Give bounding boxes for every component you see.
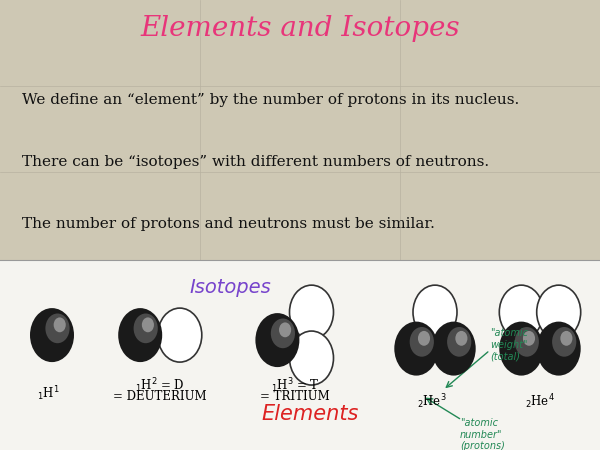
Ellipse shape	[290, 285, 334, 339]
Ellipse shape	[53, 317, 66, 332]
Ellipse shape	[271, 319, 295, 348]
Text: $_2$He$^4$: $_2$He$^4$	[525, 392, 555, 411]
Text: $_1$H$^3$ = T: $_1$H$^3$ = T	[271, 376, 319, 395]
Ellipse shape	[418, 331, 430, 346]
Text: "atomic
weight"
(total): "atomic weight" (total)	[490, 328, 528, 362]
Ellipse shape	[455, 331, 467, 346]
Ellipse shape	[499, 285, 544, 339]
Text: = DEUTERIUM: = DEUTERIUM	[113, 390, 207, 403]
Text: Elements and Isotopes: Elements and Isotopes	[140, 14, 460, 41]
Ellipse shape	[118, 308, 162, 362]
Text: $_1$H$^2$ = D: $_1$H$^2$ = D	[135, 376, 185, 395]
Text: There can be “isotopes” with different numbers of neutrons.: There can be “isotopes” with different n…	[22, 155, 489, 169]
Bar	[0, 0, 600, 260]
Ellipse shape	[523, 331, 535, 346]
Ellipse shape	[410, 327, 434, 357]
Ellipse shape	[552, 327, 577, 357]
Ellipse shape	[432, 322, 476, 376]
Ellipse shape	[515, 327, 539, 357]
Text: Isotopes: Isotopes	[189, 278, 271, 297]
Ellipse shape	[158, 308, 202, 362]
Text: We define an “element” by the number of protons in its nucleus.: We define an “element” by the number of …	[22, 93, 519, 107]
Ellipse shape	[394, 322, 438, 376]
Text: $_2$He$^3$: $_2$He$^3$	[417, 392, 447, 411]
Ellipse shape	[30, 308, 74, 362]
Text: The number of protons and neutrons must be similar.: The number of protons and neutrons must …	[22, 217, 435, 231]
Text: $_1$H$^1$: $_1$H$^1$	[37, 384, 59, 403]
Ellipse shape	[499, 322, 544, 376]
Ellipse shape	[134, 314, 158, 343]
Ellipse shape	[560, 331, 572, 346]
Ellipse shape	[142, 317, 154, 332]
Ellipse shape	[290, 331, 334, 385]
Ellipse shape	[46, 314, 70, 343]
Bar	[0, 260, 600, 450]
Ellipse shape	[447, 327, 472, 357]
Ellipse shape	[413, 285, 457, 339]
Ellipse shape	[279, 322, 291, 337]
Ellipse shape	[256, 313, 299, 367]
Ellipse shape	[537, 322, 581, 376]
Text: = TRITIUM: = TRITIUM	[260, 390, 330, 403]
Ellipse shape	[537, 285, 581, 339]
Text: Elements: Elements	[262, 404, 359, 424]
Text: "atomic
number"
(protons): "atomic number" (protons)	[460, 418, 505, 450]
